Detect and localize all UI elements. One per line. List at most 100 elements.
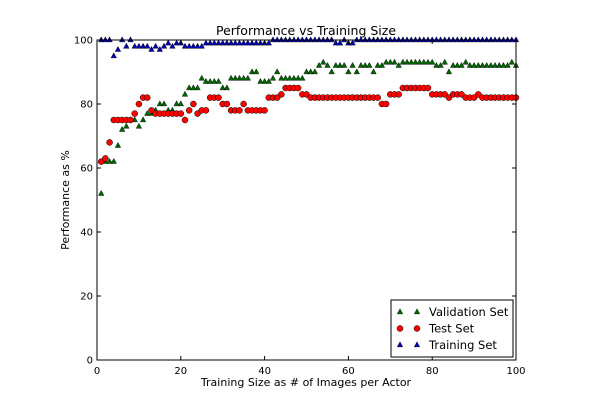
- point-validation-set: [320, 58, 327, 65]
- point-training-set: [311, 36, 319, 43]
- point-validation-set: [353, 68, 360, 75]
- point-test-set: [127, 116, 134, 124]
- point-training-set: [332, 39, 339, 46]
- point-validation-set: [429, 58, 436, 65]
- point-test-set: [240, 100, 247, 108]
- point-test-set: [102, 155, 109, 162]
- point-training-set: [257, 39, 264, 46]
- point-validation-set: [244, 74, 251, 81]
- legend-marker: [396, 325, 404, 332]
- point-training-set: [349, 39, 356, 46]
- point-validation-set: [207, 77, 214, 84]
- point-validation-set: [433, 61, 440, 68]
- point-validation-set: [202, 77, 210, 84]
- x-tick-label: 100: [506, 366, 525, 377]
- point-training-set: [458, 36, 465, 43]
- point-validation-set: [106, 157, 113, 164]
- point-validation-set: [303, 68, 310, 75]
- point-test-set: [395, 91, 402, 98]
- point-validation-set: [198, 74, 205, 81]
- point-validation-set: [248, 68, 256, 75]
- point-training-set: [353, 36, 360, 43]
- point-validation-set: [345, 68, 352, 75]
- point-training-set: [248, 39, 256, 46]
- point-training-set: [479, 36, 486, 43]
- series-training-set: [98, 36, 520, 59]
- point-training-set: [357, 36, 365, 43]
- point-validation-set: [424, 58, 432, 65]
- point-test-set: [190, 100, 197, 108]
- point-validation-set: [370, 68, 377, 75]
- point-test-set: [181, 116, 189, 124]
- point-training-set: [437, 36, 444, 43]
- point-training-set: [487, 36, 494, 43]
- point-validation-set: [219, 84, 226, 91]
- point-validation-set: [445, 68, 453, 75]
- point-validation-set: [190, 84, 197, 91]
- point-validation-set: [357, 61, 365, 68]
- point-training-set: [156, 45, 163, 52]
- x-tick-label: 60: [342, 366, 355, 377]
- point-validation-set: [294, 74, 302, 81]
- point-training-set: [399, 36, 406, 43]
- point-test-set: [215, 94, 222, 101]
- point-validation-set: [487, 61, 494, 68]
- point-validation-set: [328, 68, 335, 75]
- point-training-set: [412, 36, 419, 43]
- point-test-set: [185, 107, 193, 114]
- point-validation-set: [269, 74, 277, 81]
- point-validation-set: [324, 61, 331, 68]
- point-validation-set: [475, 61, 482, 68]
- point-training-set: [110, 52, 117, 59]
- point-training-set: [186, 42, 193, 49]
- point-test-set: [144, 94, 151, 101]
- point-validation-set: [290, 74, 298, 81]
- point-training-set: [416, 36, 423, 43]
- point-validation-set: [420, 58, 427, 65]
- point-training-set: [106, 36, 113, 43]
- point-training-set: [236, 39, 243, 46]
- point-validation-set: [232, 74, 239, 81]
- point-validation-set: [181, 90, 189, 97]
- point-training-set: [387, 36, 394, 43]
- y-tick-label: 100: [74, 36, 93, 47]
- y-tick-label: 40: [80, 228, 93, 239]
- point-training-set: [148, 45, 155, 52]
- point-validation-set: [278, 74, 285, 81]
- point-training-set: [470, 36, 478, 43]
- point-validation-set: [450, 61, 457, 68]
- point-training-set: [424, 36, 432, 43]
- point-training-set: [135, 42, 143, 49]
- legend: Validation Set Test Set Training Set: [390, 299, 514, 358]
- point-training-set: [307, 36, 314, 43]
- point-training-set: [139, 42, 147, 49]
- point-validation-set: [496, 61, 503, 68]
- point-validation-set: [274, 68, 281, 75]
- point-training-set: [420, 36, 427, 43]
- point-test-set: [424, 84, 432, 92]
- point-validation-set: [286, 74, 293, 81]
- point-validation-set: [416, 58, 423, 65]
- point-validation-set: [114, 141, 122, 148]
- legend-marker: [396, 308, 404, 315]
- point-test-set: [131, 110, 138, 117]
- point-validation-set: [227, 74, 235, 81]
- point-test-set: [236, 107, 243, 114]
- point-validation-set: [257, 77, 264, 84]
- point-test-set: [382, 100, 390, 108]
- legend-marker: [413, 308, 421, 315]
- point-validation-set: [265, 77, 272, 84]
- point-validation-set: [177, 100, 184, 107]
- point-validation-set: [332, 61, 339, 68]
- point-training-set: [240, 39, 247, 46]
- point-validation-set: [458, 61, 465, 68]
- point-validation-set: [240, 74, 247, 81]
- point-validation-set: [336, 61, 344, 68]
- point-validation-set: [223, 84, 231, 91]
- point-training-set: [165, 39, 172, 46]
- point-validation-set: [387, 58, 394, 65]
- x-tick-label: 40: [258, 366, 271, 377]
- point-training-set: [336, 39, 344, 46]
- point-validation-set: [156, 100, 163, 107]
- point-validation-set: [236, 74, 243, 81]
